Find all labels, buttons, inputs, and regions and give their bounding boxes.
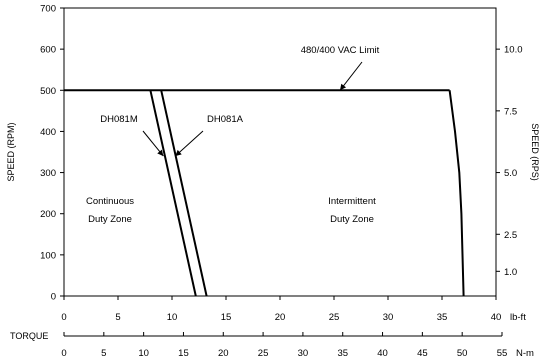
nm-tick-label: 50 [457, 348, 468, 359]
x-tick-label: 0 [61, 312, 66, 323]
dh081a-arrow [174, 130, 204, 157]
annotation-continuous-line2: Duty Zone [88, 214, 132, 225]
y-tick-label: 200 [40, 209, 56, 220]
plot-area [63, 7, 497, 297]
intermittent-boundary-line [448, 90, 465, 297]
annotation-dh081a: DH081A [207, 114, 244, 125]
y2-tick-label: 1.0 [504, 267, 517, 278]
y-tick-label: 700 [40, 4, 56, 15]
nm-tick-label: 10 [138, 348, 149, 359]
y2-tick-label: 10.0 [504, 45, 523, 56]
annotation-dh081m: DH081M [100, 114, 138, 125]
y2-tick-label: 2.5 [504, 230, 517, 241]
nm-tick-label: 35 [337, 348, 348, 359]
nm-tick-label: 55 [497, 348, 508, 359]
nm-tick-label: 0 [61, 348, 66, 359]
nm-tick-label: 25 [258, 348, 269, 359]
vac-limit-arrow-head [340, 83, 347, 91]
x-tick-label: 10 [167, 312, 178, 323]
nm-tick-label: 45 [417, 348, 428, 359]
x-tick-label: 30 [383, 312, 394, 323]
y-tick-label: 400 [40, 127, 56, 138]
dh081m-arrow-head [157, 149, 164, 157]
y2-axis-label: SPEED (RPS) [530, 123, 540, 181]
nm-tick-label: 30 [298, 348, 309, 359]
y-tick-label: 600 [40, 45, 56, 56]
y2-tick-label: 5.0 [504, 168, 517, 179]
y2-tick-label: 7.5 [504, 106, 517, 117]
x-tick-label: 40 [491, 312, 502, 323]
x-tick-label: 25 [329, 312, 340, 323]
x-tick-label: 5 [115, 312, 120, 323]
nm-unit-label: N-m [516, 348, 534, 359]
annotation-intermittent-line2: Duty Zone [330, 214, 374, 225]
y-tick-label: 0 [51, 292, 56, 303]
dh081m-line [149, 90, 197, 297]
y-axis-label: SPEED (RPM) [6, 122, 16, 181]
nm-tick-label: 20 [218, 348, 229, 359]
nm-tick-label: 40 [377, 348, 388, 359]
y-tick-label: 300 [40, 168, 56, 179]
dh081a-line [160, 90, 208, 297]
x-tick-label: 15 [221, 312, 232, 323]
y-tick-label: 500 [40, 86, 56, 97]
annotation-intermittent-line1: Intermittent [328, 196, 376, 207]
x-tick-label: 20 [275, 312, 286, 323]
nm-tick-label: 5 [101, 348, 106, 359]
plot-frame [63, 7, 497, 297]
annotation-continuous-line1: Continuous [86, 196, 134, 207]
x-tick-label: 35 [437, 312, 448, 323]
annotation-vac-limit: 480/400 VAC Limit [301, 45, 380, 56]
dh081a-arrow-head [175, 149, 182, 157]
y-tick-label: 100 [40, 250, 56, 261]
nm-tick-label: 15 [178, 348, 189, 359]
torque-label: TORQUE [10, 331, 48, 341]
lbft-unit-label: lb-ft [510, 312, 526, 323]
